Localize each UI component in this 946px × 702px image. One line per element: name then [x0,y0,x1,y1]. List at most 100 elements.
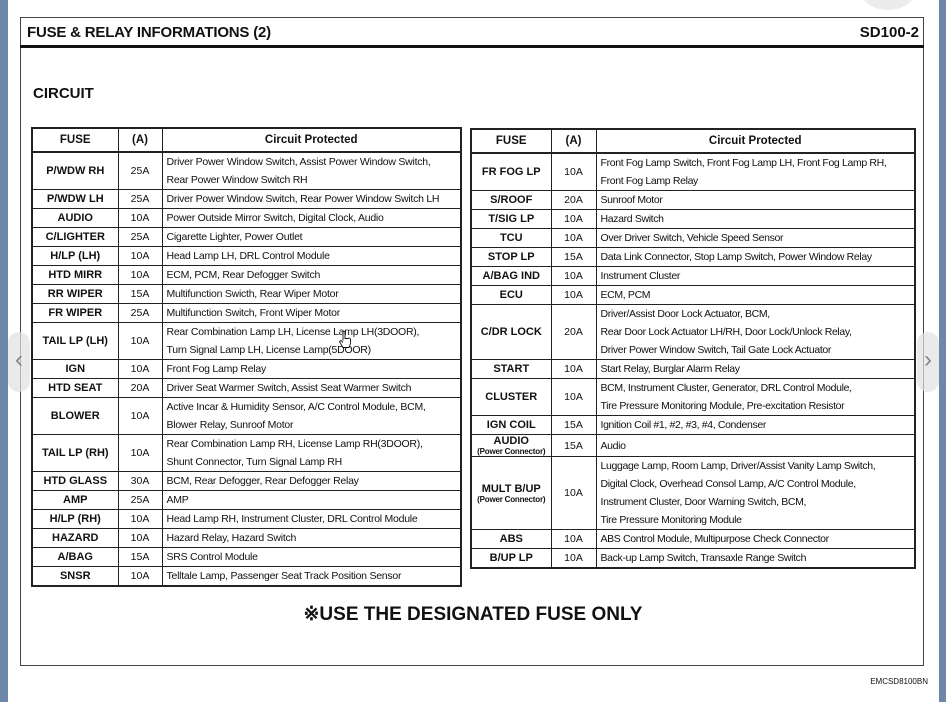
circuit-protected: Front Fog Lamp Relay [161,359,462,379]
fuse-label: RR WIPER [47,288,103,300]
circuit-line: BCM, Instrument Cluster, Generator, DRL … [600,382,852,394]
fuse-label: P/WDW LH [46,193,104,205]
fuse-name: T/SIG LP [470,209,552,229]
fuse-label: ABS [499,533,523,545]
circuit-line: Front Fog Lamp Relay [600,175,699,187]
next-page-button[interactable]: › [917,332,939,392]
column-header-fuse: FUSE [470,128,552,154]
fuse-amperage: 10A [117,434,163,472]
fuse-amperage: 15A [550,434,597,457]
circuit-line: Power Outside Mirror Switch, Digital Clo… [166,212,384,224]
fuse-label: TCU [499,232,523,244]
fuse-amperage: 10A [117,359,163,379]
circuit-protected: Audio [595,434,916,457]
fuse-sublabel: (Power Connector) [477,447,546,456]
circuit-protected: Driver Power Window Switch, Assist Power… [161,151,462,190]
circuit-line: Blower Relay, Sunroof Motor [166,419,294,431]
circuit-protected: Hazard Relay, Hazard Switch [161,528,462,548]
fuse-label: T/SIG LP [488,213,535,225]
circuit-line: ECM, PCM, Rear Defogger Switch [166,269,321,281]
circuit-protected: Active Incar & Humidity Sensor, A/C Cont… [161,397,462,435]
fuse-name: B/UP LP [470,548,552,569]
table-row: IGN COIL 15A Ignition Coil #1, #2, #3, #4,… [470,415,916,435]
circuit-line: Rear Combination Lamp RH, License Lamp R… [166,438,423,450]
circuit-protected: Instrument Cluster [595,266,916,286]
circuit-line: Multifunction Switch, Front Wiper Motor [166,307,341,319]
fuse-amperage: 10A [550,152,597,191]
circuit-line: Back-up Lamp Switch, Transaxle Range Swi… [600,552,807,564]
fuse-label: TAIL LP (LH) [42,335,108,347]
circuit-protected: Back-up Lamp Switch, Transaxle Range Swi… [595,548,916,569]
circuit-line: Driver Power Window Switch, Tail Gate Lo… [600,344,832,356]
circuit-protected: ECM, PCM, Rear Defogger Switch [161,265,462,285]
circuit-line: Data Link Connector, Stop Lamp Switch, P… [600,251,873,263]
circuit-protected: Ignition Coil #1, #2, #3, #4, Condenser [595,415,916,435]
fuse-label: CLUSTER [485,391,538,403]
fuse-amperage: 25A [117,303,163,323]
circuit-protected: Telltale Lamp, Passenger Seat Track Posi… [161,566,462,587]
circuit-line: Head Lamp LH, DRL Control Module [166,250,330,262]
fuse-label: B/UP LP [489,552,533,564]
circuit-line: Rear Door Lock Actuator LH/RH, Door Lock… [600,326,852,338]
fuse-label: S/ROOF [490,194,533,206]
fuse-amperage: 10A [550,209,597,229]
fuse-name: CLUSTER [470,378,552,416]
circuit-line: Driver Seat Warmer Switch, Assist Seat W… [166,382,412,394]
fuse-label: MULT B/UP [481,482,541,495]
fuse-label: A/BAG IND [482,270,540,282]
circuit-protected: Head Lamp LH, DRL Control Module [161,246,462,266]
fuse-amperage: 15A [117,284,163,304]
table-row: AUDIO 10A Power Outside Mirror Switch, Dig… [31,208,462,228]
fuse-amperage: 20A [550,304,597,360]
circuit-line: Rear Combination Lamp LH, License Lamp L… [166,326,420,338]
circuit-line: Sunroof Motor [600,194,663,206]
circuit-protected: Hazard Switch [595,209,916,229]
column-header-fuse: FUSE [31,127,119,153]
circuit-line: Driver Power Window Switch, Rear Power W… [166,193,440,205]
circuit-line: Ignition Coil #1, #2, #3, #4, Condenser [600,419,767,431]
table-row: START 10A Start Relay, Burglar Alarm Relay [470,359,916,379]
table-row: H/LP (RH) 10A Head Lamp RH, Instrument Clu… [31,509,462,529]
fuse-label: TAIL LP (RH) [41,447,109,459]
fuse-amperage: 10A [117,265,163,285]
fuse-label: IGN [65,363,86,375]
fuse-label: P/WDW RH [46,165,105,177]
fuse-label: ECU [499,289,523,301]
circuit-protected: BCM, Instrument Cluster, Generator, DRL … [595,378,916,416]
fuse-amperage: 10A [550,285,597,305]
fuse-amperage: 10A [117,566,163,587]
fuse-name: TAIL LP (LH) [31,322,119,360]
fuse-amperage: 10A [550,359,597,379]
fuse-name: BLOWER [31,397,119,435]
fuse-table-right: FUSE (A) Circuit Protected FR FOG LP 10A F… [470,128,916,569]
column-header-amp: (A) [117,127,163,153]
fuse-amperage: 10A [550,378,597,416]
previous-page-button[interactable]: ‹ [8,332,30,392]
circuit-protected: Multifunction Swicth, Rear Wiper Motor [161,284,462,304]
fuse-name: RR WIPER [31,284,119,304]
viewer-control-button[interactable] [860,0,916,10]
circuit-line: Rear Power Window Switch RH [166,174,308,186]
fuse-amperage: 10A [117,528,163,548]
circuit-line: Turn Signal Lamp LH, License Lamp(5DOOR) [166,344,372,356]
fuse-name: S/ROOF [470,190,552,210]
fuse-label: A/BAG [57,551,93,563]
chevron-left-icon: ‹ [15,346,23,373]
fuse-name: P/WDW LH [31,189,119,209]
column-header-amp: (A) [550,128,597,154]
fuse-name: A/BAG IND [470,266,552,286]
circuit-protected: Cigarette Lighter, Power Outlet [161,227,462,247]
circuit-protected: Rear Combination Lamp LH, License Lamp L… [161,322,462,360]
fuse-amperage: 15A [117,547,163,567]
circuit-line: Luggage Lamp, Room Lamp, Driver/Assist V… [600,460,876,472]
circuit-protected: Driver Power Window Switch, Rear Power W… [161,189,462,209]
fuse-amperage: 10A [550,548,597,569]
fuse-name: AMP [31,490,119,510]
fuse-label: IGN COIL [486,419,536,431]
fuse-label: H/LP (RH) [49,513,101,525]
fuse-name: C/LIGHTER [31,227,119,247]
fuse-amperage: 10A [117,509,163,529]
fuse-label: C/LIGHTER [45,231,105,243]
table-row: A/BAG 15A SRS Control Module [31,547,462,567]
fuse-label: FR WIPER [48,307,103,319]
